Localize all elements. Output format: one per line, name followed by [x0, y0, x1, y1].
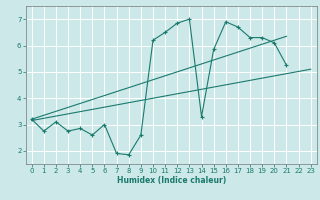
X-axis label: Humidex (Indice chaleur): Humidex (Indice chaleur)	[116, 176, 226, 185]
